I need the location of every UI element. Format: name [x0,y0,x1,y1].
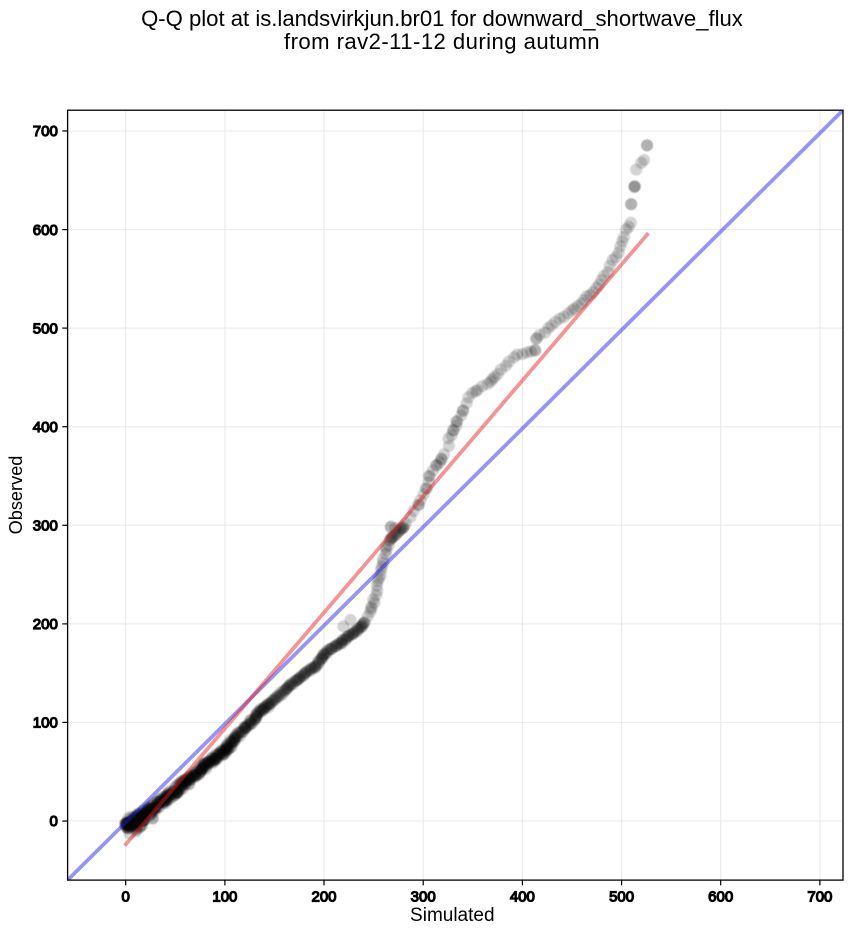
svg-text:700: 700 [33,123,58,140]
svg-text:200: 200 [311,888,336,905]
svg-text:100: 100 [33,715,58,732]
svg-text:300: 300 [411,888,436,905]
svg-text:500: 500 [33,320,58,337]
svg-text:600: 600 [708,888,733,905]
svg-text:100: 100 [212,888,237,905]
svg-text:300: 300 [33,518,58,535]
svg-text:Q-Q plot at is.landsvirkjun.br: Q-Q plot at is.landsvirkjun.br01 for dow… [141,6,743,31]
svg-text:0: 0 [122,888,130,905]
svg-text:400: 400 [33,419,58,436]
svg-text:0: 0 [49,813,57,830]
svg-text:400: 400 [510,888,535,905]
svg-text:from rav2-11-12 during autumn: from rav2-11-12 during autumn [284,29,600,54]
svg-text:Observed: Observed [6,456,26,535]
svg-text:600: 600 [33,222,58,239]
svg-text:500: 500 [609,888,634,905]
svg-text:700: 700 [807,888,832,905]
svg-text:Simulated: Simulated [410,905,495,926]
svg-text:200: 200 [33,616,58,633]
